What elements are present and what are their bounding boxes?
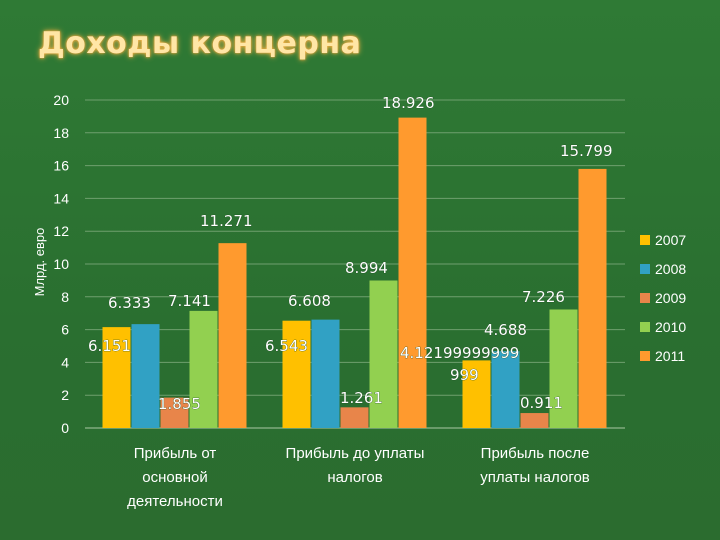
category-label: Прибыль до уплаты: [286, 445, 425, 462]
bar-2010-1: [369, 280, 398, 428]
y-tick-label: 18: [53, 125, 69, 141]
legend-swatch-2008: [640, 264, 650, 274]
bar-2007-1: [282, 320, 311, 428]
bar-2011-1: [398, 117, 427, 429]
data-label: 7.226: [522, 288, 565, 306]
y-tick-label: 20: [53, 92, 69, 108]
bar-2007-0: [102, 327, 131, 428]
bar-2010-0: [189, 310, 218, 428]
y-tick-label: 8: [61, 289, 69, 305]
y-tick-label: 16: [53, 158, 69, 174]
bar-2009-1: [340, 407, 369, 428]
bar-2007-2: [462, 360, 491, 428]
bar-2009-2: [520, 413, 549, 428]
category-label: уплаты налогов: [480, 469, 590, 486]
legend-label: 2010: [655, 319, 686, 335]
data-label: 8.994: [345, 259, 388, 277]
legend-swatch-2010: [640, 322, 650, 332]
y-tick-label: 12: [53, 223, 69, 239]
bar-2009-0: [160, 397, 189, 428]
data-label: 11.271: [200, 212, 253, 230]
legend-label: 2007: [655, 232, 686, 248]
legend-label: 2008: [655, 261, 686, 277]
bar-2008-2: [491, 351, 520, 428]
data-label: 0.911: [520, 394, 563, 412]
data-label: 6.543: [265, 337, 308, 355]
legend-swatch-2007: [640, 235, 650, 245]
y-tick-label: 14: [53, 190, 69, 206]
data-label: 15.799: [560, 142, 613, 160]
category-label: Прибыль после: [481, 445, 590, 462]
bar-2008-1: [311, 319, 340, 428]
data-label: 18.926: [382, 94, 435, 112]
page-title: Доходы концерна: [38, 26, 362, 61]
data-label-cont: 999: [450, 366, 479, 384]
data-label: 4.688: [484, 321, 527, 339]
data-label: 6.151: [88, 337, 131, 355]
y-tick-label: 6: [61, 322, 69, 338]
data-label: 7.141: [168, 292, 211, 310]
y-tick-label: 10: [53, 256, 69, 272]
bar-2010-2: [549, 309, 578, 428]
category-label: налогов: [327, 469, 382, 486]
y-tick-label: 2: [61, 387, 69, 403]
data-label: 4.12199999999: [400, 344, 519, 362]
y-tick-label: 4: [61, 354, 69, 370]
legend-label: 2011: [655, 348, 685, 364]
legend-label: 2009: [655, 290, 686, 306]
data-label: 6.608: [288, 292, 331, 310]
legend-swatch-2009: [640, 293, 650, 303]
legend-swatch-2011: [640, 351, 650, 361]
category-label: Прибыль от: [134, 445, 217, 462]
bar-2011-0: [218, 243, 247, 428]
category-label: деятельности: [127, 493, 223, 510]
data-label: 1.261: [340, 389, 383, 407]
bar-2011-2: [578, 168, 607, 428]
data-label: 6.333: [108, 294, 151, 312]
category-label: основной: [142, 469, 207, 486]
data-label: 1.855: [158, 395, 201, 413]
y-axis-label: Млрд. евро: [32, 228, 47, 297]
bar-2008-0: [131, 324, 160, 428]
y-tick-label: 0: [61, 420, 69, 436]
